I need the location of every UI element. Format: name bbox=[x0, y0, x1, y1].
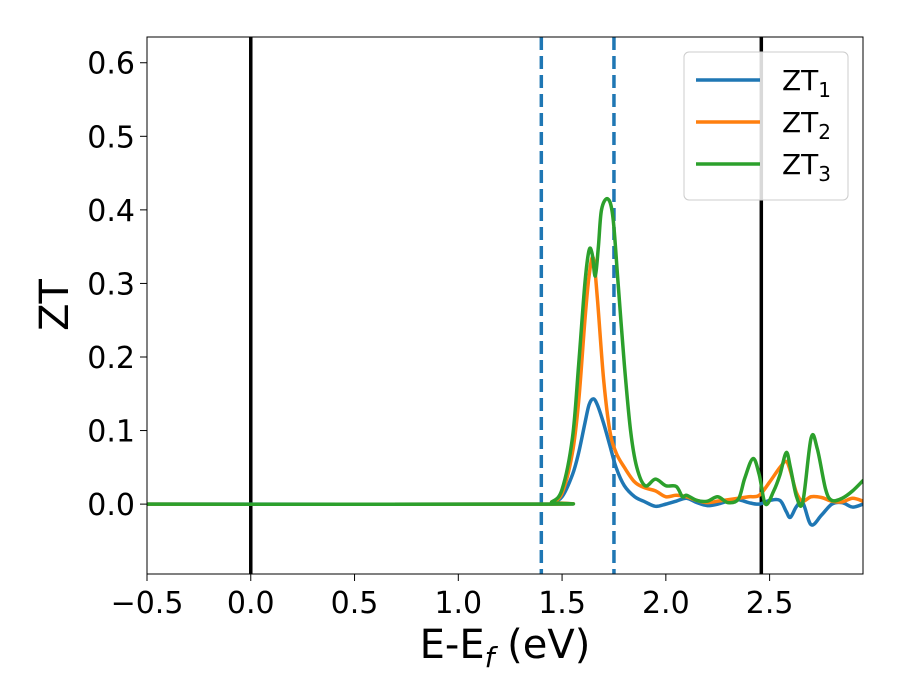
legend: ZT1 ZT2 ZT3 bbox=[683, 51, 849, 201]
x-tick-label: 2.5 bbox=[746, 586, 794, 621]
x-tick-label: 0.5 bbox=[331, 586, 379, 621]
y-tick-label: 0.0 bbox=[87, 488, 135, 523]
y-tick-label: 0.6 bbox=[87, 47, 135, 82]
y-tick-label: 0.5 bbox=[87, 120, 135, 155]
y-tick-label: 0.2 bbox=[87, 341, 135, 376]
series-line-zt3 bbox=[147, 196, 863, 508]
x-axis-label: E-Ef (eV) bbox=[420, 622, 591, 674]
x-tick-label: −0.5 bbox=[111, 586, 184, 621]
x-tick-label: 0.0 bbox=[227, 586, 275, 621]
y-tick-label: 0.1 bbox=[87, 415, 135, 450]
legend-label-zt2: ZT2 bbox=[782, 106, 831, 144]
y-axis-label: ZT bbox=[32, 279, 78, 331]
legend-label-zt1: ZT1 bbox=[782, 64, 831, 102]
x-tick-label: 2.0 bbox=[642, 586, 690, 621]
x-axis-label-unit: (eV) bbox=[494, 622, 590, 668]
x-tick-label: 1.5 bbox=[538, 586, 586, 621]
x-tick-label: 1.0 bbox=[434, 586, 482, 621]
legend-label-zt3: ZT3 bbox=[782, 148, 831, 186]
y-tick-label: 0.4 bbox=[87, 194, 135, 229]
plot-frame bbox=[146, 36, 864, 575]
x-axis-label-main: E-E bbox=[420, 622, 485, 668]
y-tick-label: 0.3 bbox=[87, 267, 135, 302]
